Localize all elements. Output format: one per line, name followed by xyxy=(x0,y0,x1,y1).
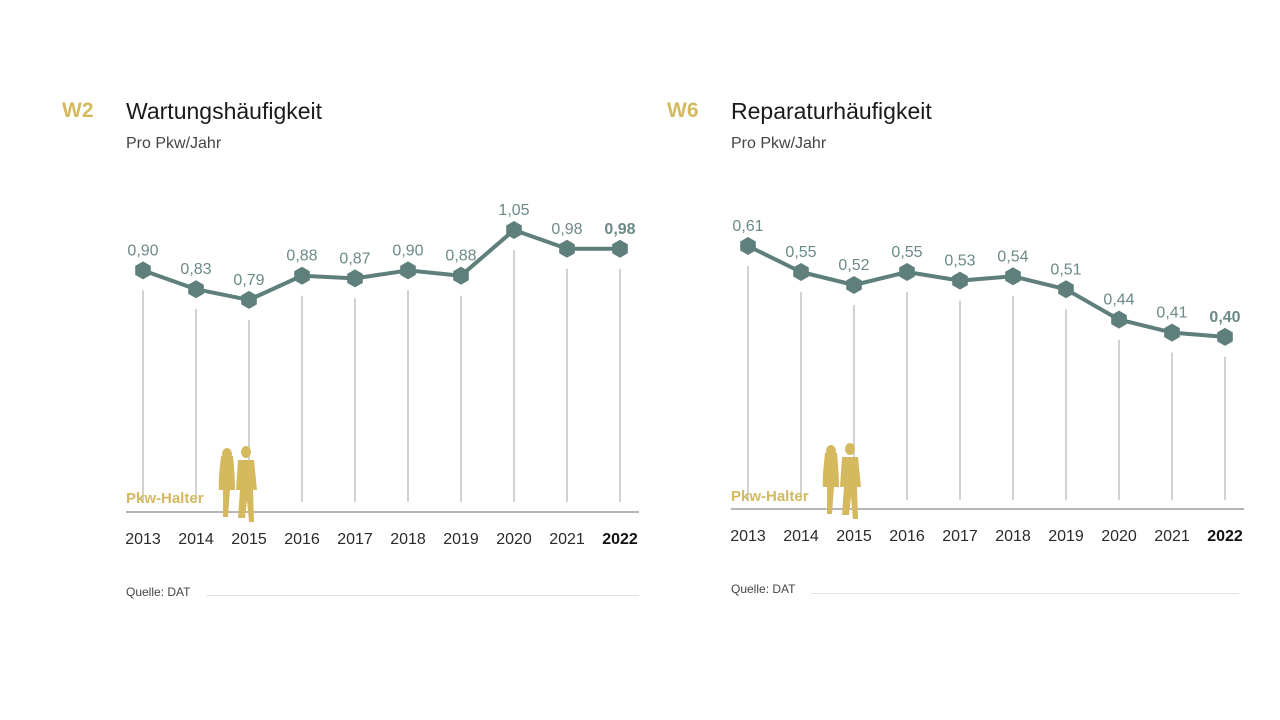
data-point-marker xyxy=(241,290,257,309)
x-tick-label: 2019 xyxy=(443,531,479,548)
data-label: 0,54 xyxy=(997,248,1028,265)
x-tick-label: 2022 xyxy=(602,531,638,548)
data-point-marker xyxy=(1164,323,1180,342)
data-point-marker xyxy=(793,263,809,281)
data-point-marker xyxy=(1058,280,1074,299)
legend-label: Pkw-Halter xyxy=(126,490,204,507)
source-divider xyxy=(811,593,1239,594)
chart-title: Wartungshäufigkeit xyxy=(126,98,323,124)
data-label: 0,51 xyxy=(1050,261,1081,278)
data-point-marker xyxy=(294,266,310,285)
chart-code: W6 xyxy=(667,99,699,122)
series-line xyxy=(747,244,1226,339)
x-tick-label: 2017 xyxy=(337,531,373,548)
x-tick-label: 2013 xyxy=(125,531,161,548)
x-tick-label: 2020 xyxy=(1101,528,1137,545)
x-tick-label: 2013 xyxy=(730,528,766,545)
chart-subtitle: Pro Pkw/Jahr xyxy=(126,135,222,152)
data-point-marker xyxy=(952,271,968,290)
data-label: 0,90 xyxy=(392,242,423,259)
data-point-marker xyxy=(559,239,575,258)
data-label: 0,87 xyxy=(339,250,370,267)
x-tick-label: 2022 xyxy=(1207,528,1243,545)
data-label: 0,55 xyxy=(891,244,922,261)
people-silhouette-icon xyxy=(218,446,257,522)
x-tick-label: 2021 xyxy=(549,531,585,548)
data-point-marker xyxy=(899,263,915,281)
x-tick-label: 2016 xyxy=(284,531,320,548)
data-point-marker xyxy=(453,266,469,285)
data-label: 0,40 xyxy=(1209,309,1240,326)
data-label: 0,55 xyxy=(785,244,816,261)
source-label: Quelle: DAT xyxy=(126,585,191,599)
source-divider xyxy=(206,595,639,596)
chart-subtitle: Pro Pkw/Jahr xyxy=(731,135,827,152)
chart-title: Reparaturhäufigkeit xyxy=(731,98,932,124)
data-point-marker xyxy=(612,239,628,258)
data-label: 0,88 xyxy=(286,248,317,265)
x-tick-label: 2015 xyxy=(231,531,267,548)
x-tick-label: 2014 xyxy=(178,531,214,548)
x-tick-label: 2018 xyxy=(390,531,426,548)
data-point-marker xyxy=(846,276,862,294)
data-label: 0,79 xyxy=(233,272,264,289)
data-label: 0,98 xyxy=(604,221,635,238)
source-label: Quelle: DAT xyxy=(731,582,796,596)
data-label: 0,53 xyxy=(944,253,975,270)
x-tick-label: 2016 xyxy=(889,528,925,545)
data-point-marker xyxy=(1005,267,1021,286)
data-label: 0,83 xyxy=(180,261,211,278)
data-label: 0,52 xyxy=(838,257,869,274)
data-label: 0,88 xyxy=(445,248,476,265)
x-tick-label: 2019 xyxy=(1048,528,1084,545)
data-label: 0,98 xyxy=(551,221,582,238)
data-label: 0,90 xyxy=(127,242,158,259)
x-tick-label: 2021 xyxy=(1154,528,1190,545)
data-label: 0,61 xyxy=(732,218,763,235)
series-line xyxy=(142,228,620,302)
people-silhouette-icon xyxy=(822,443,861,519)
legend-label: Pkw-Halter xyxy=(731,488,809,505)
data-point-marker xyxy=(1217,327,1233,346)
data-point-marker xyxy=(506,221,522,239)
x-tick-label: 2017 xyxy=(942,528,978,545)
data-point-marker xyxy=(740,237,756,255)
data-point-marker xyxy=(347,269,363,288)
data-point-marker xyxy=(135,261,151,280)
x-tick-label: 2015 xyxy=(836,528,872,545)
data-label: 0,41 xyxy=(1156,305,1187,322)
data-point-marker xyxy=(1111,310,1127,329)
data-label: 1,05 xyxy=(498,202,529,219)
data-point-marker xyxy=(188,280,204,299)
data-point-marker xyxy=(400,261,416,280)
chart-code: W2 xyxy=(62,99,94,122)
x-tick-label: 2018 xyxy=(995,528,1031,545)
x-tick-label: 2014 xyxy=(783,528,819,545)
data-label: 0,44 xyxy=(1103,292,1134,309)
x-tick-label: 2020 xyxy=(496,531,532,548)
